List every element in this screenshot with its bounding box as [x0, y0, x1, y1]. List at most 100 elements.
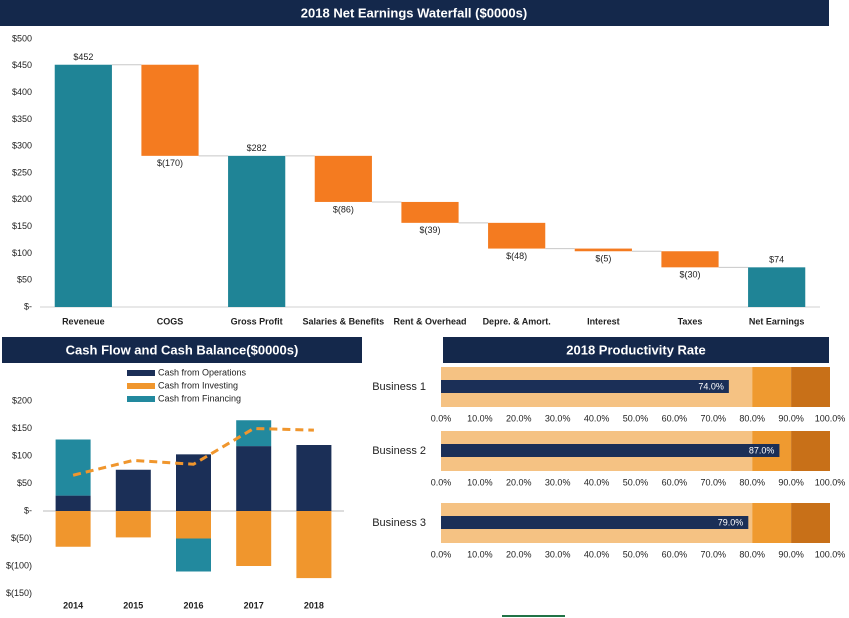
data-label: $74: [769, 255, 784, 265]
x-tick-label: COGS: [157, 316, 184, 326]
bar: [54, 64, 112, 307]
bar: [314, 155, 372, 202]
bar-segment: [296, 445, 332, 511]
y-tick-label: $(150): [6, 588, 32, 598]
data-label: $(48): [506, 251, 527, 261]
y-tick-label: $100: [12, 450, 32, 460]
x-tick-label: 80.0%: [739, 549, 765, 559]
x-tick-label: 10.0%: [467, 477, 493, 487]
x-tick-label: Interest: [587, 316, 620, 326]
data-label: $(170): [157, 158, 183, 168]
data-label: $452: [73, 52, 93, 62]
title-bar: [0, 0, 829, 26]
x-tick-label: 20.0%: [506, 549, 532, 559]
x-tick-label: 30.0%: [545, 413, 571, 423]
bar-segment: [236, 511, 272, 566]
data-label: $(30): [679, 270, 700, 280]
chart-title: 2018 Net Earnings Waterfall ($0000s): [301, 5, 527, 20]
chart-title: Cash Flow and Cash Balance($0000s): [66, 342, 299, 357]
bar: [401, 201, 459, 223]
y-tick-label: $400: [12, 87, 32, 97]
range-band: [752, 367, 792, 407]
y-tick-label: $(100): [6, 560, 32, 570]
y-tick-label: $150: [12, 221, 32, 231]
x-tick-label: 100.0%: [815, 549, 846, 559]
y-tick-label: $150: [12, 423, 32, 433]
x-tick-label: 70.0%: [701, 477, 727, 487]
chart-title: 2018 Productivity Rate: [566, 342, 705, 357]
bar-segment: [55, 439, 91, 496]
legend-label: Cash from Investing: [158, 380, 238, 390]
x-tick-label: 70.0%: [701, 549, 727, 559]
bar-segment: [236, 420, 272, 447]
y-tick-label: $450: [12, 60, 32, 70]
data-label: $(39): [419, 225, 440, 235]
range-band: [752, 503, 792, 543]
x-tick-label: 70.0%: [701, 413, 727, 423]
y-tick-label: $500: [12, 33, 32, 43]
row-label: Business 2: [372, 445, 426, 457]
x-tick-label: Rent & Overhead: [393, 316, 466, 326]
x-tick-label: 100.0%: [815, 477, 846, 487]
y-tick-label: $300: [12, 141, 32, 151]
y-tick-label: $350: [12, 114, 32, 124]
row-label: Business 1: [372, 381, 426, 393]
bar-segment: [176, 538, 211, 572]
legend-swatch: [127, 396, 155, 402]
y-tick-label: $200: [12, 395, 32, 405]
x-tick-label: 40.0%: [584, 477, 610, 487]
x-tick-label: Net Earnings: [749, 316, 805, 326]
row-label: Business 3: [372, 517, 426, 529]
x-tick-label: 80.0%: [739, 413, 765, 423]
x-tick-label: 2018: [304, 600, 324, 610]
bar-segment: [55, 495, 91, 511]
data-label: $282: [247, 143, 267, 153]
title-bar: [443, 337, 829, 363]
x-tick-label: 80.0%: [739, 477, 765, 487]
value-bar: [441, 380, 729, 393]
y-tick-label: $200: [12, 194, 32, 204]
data-label: $(86): [333, 204, 354, 214]
data-label: $(5): [595, 254, 611, 264]
range-band: [791, 503, 830, 543]
x-tick-label: Reveneue: [62, 316, 105, 326]
data-label: 79.0%: [718, 517, 744, 527]
x-tick-label: 60.0%: [662, 549, 688, 559]
y-tick-label: $(50): [11, 533, 32, 543]
x-tick-label: 2015: [123, 600, 143, 610]
bar: [488, 222, 546, 249]
value-bar: [441, 444, 780, 457]
x-tick-label: Depre. & Amort.: [483, 316, 551, 326]
value-bar: [441, 516, 749, 529]
x-tick-label: 20.0%: [506, 413, 532, 423]
bar-segment: [176, 511, 211, 539]
y-tick-label: $50: [17, 275, 32, 285]
x-tick-label: 100.0%: [815, 413, 846, 423]
bar: [661, 251, 719, 268]
x-tick-label: 40.0%: [584, 549, 610, 559]
bar-segment: [296, 511, 332, 579]
data-label: 74.0%: [698, 381, 724, 391]
x-tick-label: 40.0%: [584, 413, 610, 423]
bar: [141, 64, 199, 156]
x-tick-label: Taxes: [678, 316, 703, 326]
x-tick-label: 30.0%: [545, 477, 571, 487]
bar-segment: [236, 446, 272, 511]
x-tick-label: 2014: [63, 600, 83, 610]
x-tick-label: Gross Profit: [231, 316, 283, 326]
range-band: [791, 367, 830, 407]
x-tick-label: 50.0%: [623, 413, 649, 423]
bar-segment: [55, 511, 91, 547]
x-tick-label: 50.0%: [623, 477, 649, 487]
x-tick-label: 2016: [183, 600, 203, 610]
x-tick-label: 30.0%: [545, 549, 571, 559]
y-tick-label: $-: [24, 505, 32, 515]
bar-segment: [115, 511, 151, 538]
legend-label: Cash from Financing: [158, 393, 241, 403]
x-tick-label: 60.0%: [662, 413, 688, 423]
x-tick-label: 0.0%: [431, 413, 452, 423]
x-tick-label: 10.0%: [467, 549, 493, 559]
bar: [748, 267, 806, 307]
bar-segment: [115, 469, 151, 511]
